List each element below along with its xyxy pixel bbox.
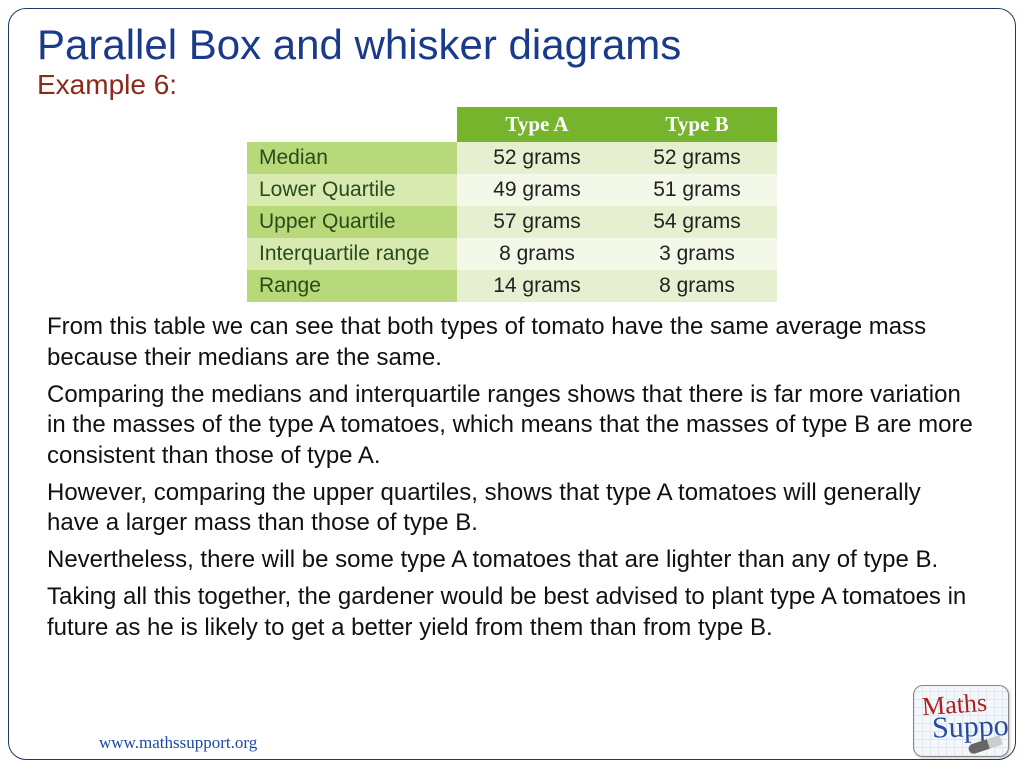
cell-a: 14 grams <box>457 270 617 302</box>
page-title: Parallel Box and whisker diagrams <box>37 23 987 67</box>
table-header-row: Type A Type B <box>247 107 777 142</box>
cell-a: 52 grams <box>457 142 617 174</box>
slide-frame: Parallel Box and whisker diagrams Exampl… <box>8 8 1016 760</box>
table-corner-blank <box>247 107 457 142</box>
cell-b: 54 grams <box>617 206 777 238</box>
row-label: Interquartile range <box>247 238 457 270</box>
cell-b: 52 grams <box>617 142 777 174</box>
col-header-type-b: Type B <box>617 107 777 142</box>
cell-a: 49 grams <box>457 174 617 206</box>
row-label: Range <box>247 270 457 302</box>
example-label: Example 6: <box>37 69 987 101</box>
table-row: Lower Quartile 49 grams 51 grams <box>247 174 777 206</box>
body-paragraph: Comparing the medians and interquartile … <box>47 380 977 472</box>
row-label: Upper Quartile <box>247 206 457 238</box>
table-row: Interquartile range 8 grams 3 grams <box>247 238 777 270</box>
cell-a: 57 grams <box>457 206 617 238</box>
body-paragraph: From this table we can see that both typ… <box>47 312 977 373</box>
table-row: Range 14 grams 8 grams <box>247 270 777 302</box>
cell-b: 8 grams <box>617 270 777 302</box>
cell-a: 8 grams <box>457 238 617 270</box>
body-paragraph: Nevertheless, there will be some type A … <box>47 545 977 576</box>
stats-table-wrap: Type A Type B Median 52 grams 52 grams L… <box>37 107 987 302</box>
footer-url: www.mathssupport.org <box>99 733 257 753</box>
cell-b: 51 grams <box>617 174 777 206</box>
table-row: Upper Quartile 57 grams 54 grams <box>247 206 777 238</box>
col-header-type-a: Type A <box>457 107 617 142</box>
row-label: Median <box>247 142 457 174</box>
maths-support-logo: Maths Support <box>913 685 1009 757</box>
cell-b: 3 grams <box>617 238 777 270</box>
stats-table: Type A Type B Median 52 grams 52 grams L… <box>247 107 777 302</box>
table-row: Median 52 grams 52 grams <box>247 142 777 174</box>
body-paragraph: Taking all this together, the gardener w… <box>47 582 977 643</box>
row-label: Lower Quartile <box>247 174 457 206</box>
body-paragraph: However, comparing the upper quartiles, … <box>47 478 977 539</box>
